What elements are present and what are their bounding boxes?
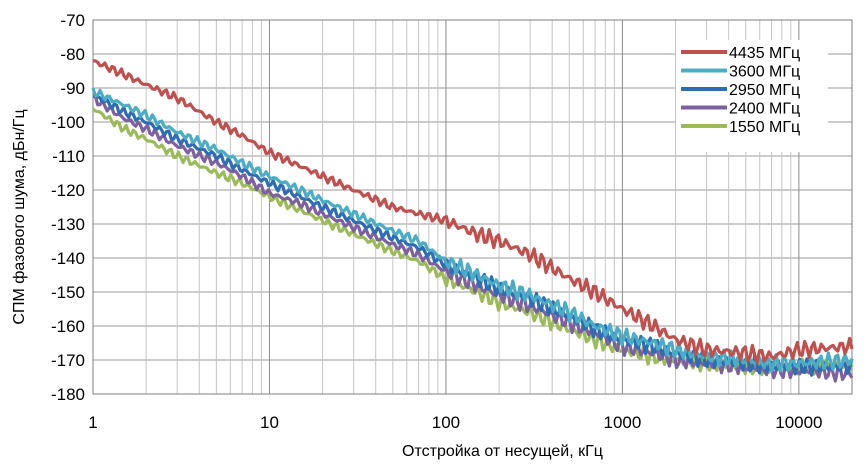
y-axis-label: СПМ фазового шума, дБн/Гц: [11, 109, 28, 324]
y-tick-label: -160: [51, 317, 85, 336]
x-tick-label: 10: [260, 413, 279, 432]
legend-label: 4435 МГц: [729, 45, 800, 62]
y-tick-label: -130: [51, 215, 85, 234]
y-tick-label: -150: [51, 283, 85, 302]
legend-label: 1550 МГц: [729, 119, 800, 136]
y-tick-label: -110: [52, 147, 85, 166]
y-tick-label: -170: [51, 351, 85, 370]
legend-label: 2400 МГц: [729, 101, 800, 118]
y-tick-label: -100: [51, 113, 85, 132]
x-tick-label: 100: [432, 413, 460, 432]
series-line: [91, 87, 854, 373]
y-tick-label: -120: [51, 181, 85, 200]
x-tick-label: 1: [88, 413, 97, 432]
series-line: [92, 107, 854, 377]
x-axis-label: Отстройка от несущей, кГц: [402, 443, 603, 460]
series-lines: [91, 59, 854, 383]
y-tick-label: -80: [60, 45, 85, 64]
x-tick-labels: 1 10 100 1000 10000: [88, 413, 822, 432]
y-tick-label: -140: [51, 249, 85, 268]
x-tick-label: 1000: [603, 413, 641, 432]
legend-label: 2950 МГц: [729, 82, 800, 99]
legend-background: [676, 40, 828, 152]
y-tick-label: -90: [60, 79, 85, 98]
legend-label: 3600 МГц: [729, 64, 800, 81]
y-tick-labels: -180 -170 -160 -150 -140 -130 -120 -110 -100 -90 -…: [51, 11, 85, 404]
series-line: [93, 59, 854, 365]
x-tick-label: 10000: [775, 413, 822, 432]
plot-frame: [92, 19, 853, 395]
y-tick-label: -70: [60, 11, 85, 30]
y-tick-label: -180: [51, 385, 85, 404]
